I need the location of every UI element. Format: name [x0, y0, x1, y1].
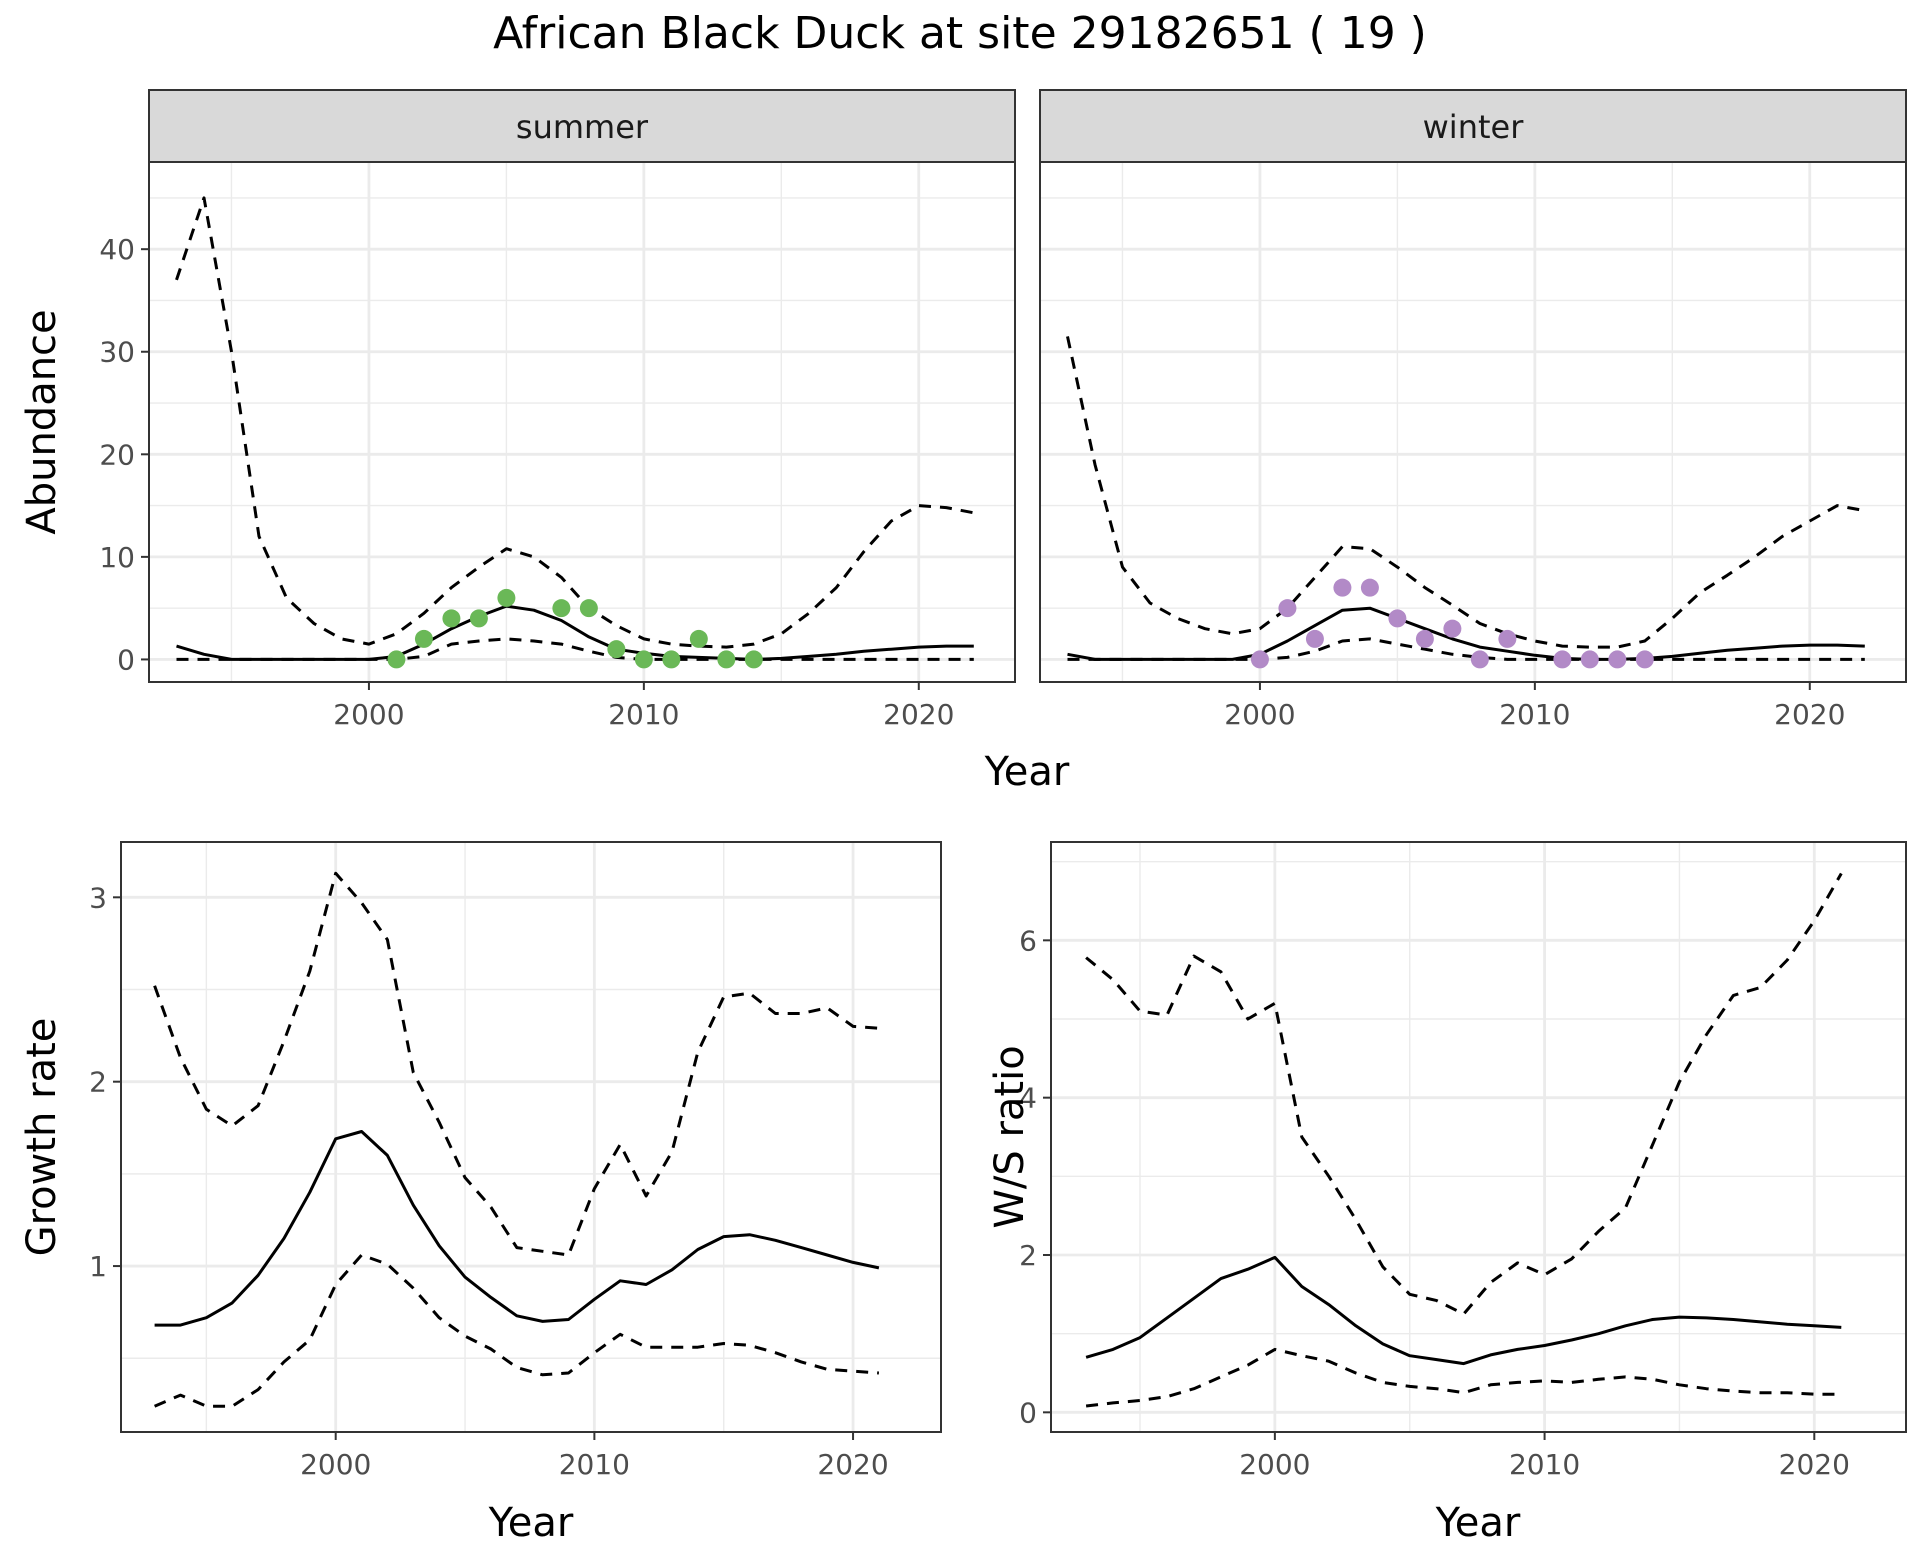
strip-summer-bg: [148, 89, 1016, 163]
ws-y-axis-title: W/S ratio: [987, 1045, 1033, 1228]
y-tick-label: 2: [89, 1066, 107, 1099]
abundance-x-axis-title: Year: [984, 749, 1070, 795]
data-point: [744, 650, 763, 669]
series-line-interval: [154, 1253, 880, 1408]
data-point: [1498, 629, 1517, 648]
strip-summer-label: summer: [516, 108, 649, 146]
panel-winter: winter 2000 2010 2020: [1039, 89, 1907, 731]
plot-border: [120, 841, 942, 1433]
plot-background: [1040, 162, 1906, 682]
ws-x-axis-title: Year: [1435, 1500, 1521, 1546]
series-line-interval: [153, 871, 880, 1257]
x-tick-label: 2020: [1779, 1448, 1850, 1481]
data-point: [387, 650, 406, 669]
y-tick-label: 1: [89, 1250, 107, 1283]
data-point: [689, 629, 708, 648]
data-point: [1608, 650, 1627, 669]
y-tick-label: 4: [1019, 1082, 1037, 1115]
plot-background: [1051, 842, 1906, 1432]
x-tick-label: 2020: [883, 698, 954, 731]
data-point: [1415, 629, 1434, 648]
data-point: [469, 609, 488, 628]
data-point: [579, 599, 598, 618]
data-point: [1553, 650, 1572, 669]
data-point: [1305, 629, 1324, 648]
x-tick-label: 2010: [608, 698, 679, 731]
strip-winter-bg: [1039, 89, 1907, 163]
plot-ws-ratio: 2000 2010 2020 0 2 4 6: [1019, 841, 1907, 1481]
data-point: [1470, 650, 1489, 669]
plot-border: [148, 161, 1016, 683]
plot-background: [121, 842, 941, 1432]
series-line-estimate: [1085, 1255, 1842, 1366]
plot-growth-rate: 2000 2010 2020 1 2 3: [89, 841, 942, 1481]
series-line-interval: [1066, 336, 1866, 649]
data-point: [1278, 599, 1297, 618]
data-point: [442, 609, 461, 628]
data-point: [1250, 650, 1269, 669]
data-point: [1443, 619, 1462, 638]
series-line-interval: [175, 196, 975, 649]
abundance-y-axis-title: Abundance: [19, 309, 65, 534]
x-tick-label: 2000: [333, 698, 404, 731]
y-tick-label: 0: [117, 643, 135, 676]
y-tick-label: 20: [99, 438, 135, 471]
series-line-interval: [176, 637, 974, 661]
series-line-estimate: [154, 1130, 880, 1327]
x-tick-label: 2010: [1509, 1448, 1580, 1481]
x-tick-label: 2020: [1774, 698, 1845, 731]
data-point: [497, 588, 516, 607]
data-point: [1360, 578, 1379, 597]
y-tick-label: 0: [1019, 1396, 1037, 1429]
y-tick-label: 10: [99, 541, 135, 574]
growth-x-axis-title: Year: [488, 1500, 574, 1546]
x-tick-label: 2020: [817, 1448, 888, 1481]
figure-title: African Black Duck at site 29182651 ( 19…: [493, 8, 1427, 59]
data-point: [607, 640, 626, 659]
data-point: [1333, 578, 1352, 597]
series-line-interval: [1085, 1347, 1842, 1408]
plot-border: [1039, 161, 1907, 683]
y-tick-label: 30: [99, 336, 135, 369]
x-tick-label: 2010: [559, 1448, 630, 1481]
data-point: [1580, 650, 1599, 669]
y-tick-label: 40: [99, 233, 135, 266]
x-tick-label: 2010: [1499, 698, 1570, 731]
plot-summer: 2000 2010 2020 0 10 20 30 40: [99, 161, 1016, 731]
series-line-interval: [1067, 637, 1865, 661]
y-tick-label: 6: [1019, 924, 1037, 957]
data-point: [552, 599, 571, 618]
data-point: [414, 629, 433, 648]
plot-winter: 2000 2010 2020: [1039, 161, 1907, 731]
y-tick-label: 3: [89, 881, 107, 914]
x-tick-label: 2000: [300, 1448, 371, 1481]
x-tick-label: 2000: [1224, 698, 1295, 731]
data-point: [634, 650, 653, 669]
data-point: [662, 650, 681, 669]
data-point: [1635, 650, 1654, 669]
series-line-interval: [1085, 872, 1843, 1316]
growth-y-axis-title: Growth rate: [19, 1018, 65, 1257]
data-point: [717, 650, 736, 669]
plot-border: [1050, 841, 1907, 1433]
panel-summer: summer 2000 2010 2020 0 10 20 30 40: [99, 89, 1016, 731]
x-tick-label: 2000: [1239, 1448, 1310, 1481]
data-point: [1388, 609, 1407, 628]
strip-winter-label: winter: [1423, 108, 1525, 146]
y-tick-label: 2: [1019, 1239, 1037, 1272]
